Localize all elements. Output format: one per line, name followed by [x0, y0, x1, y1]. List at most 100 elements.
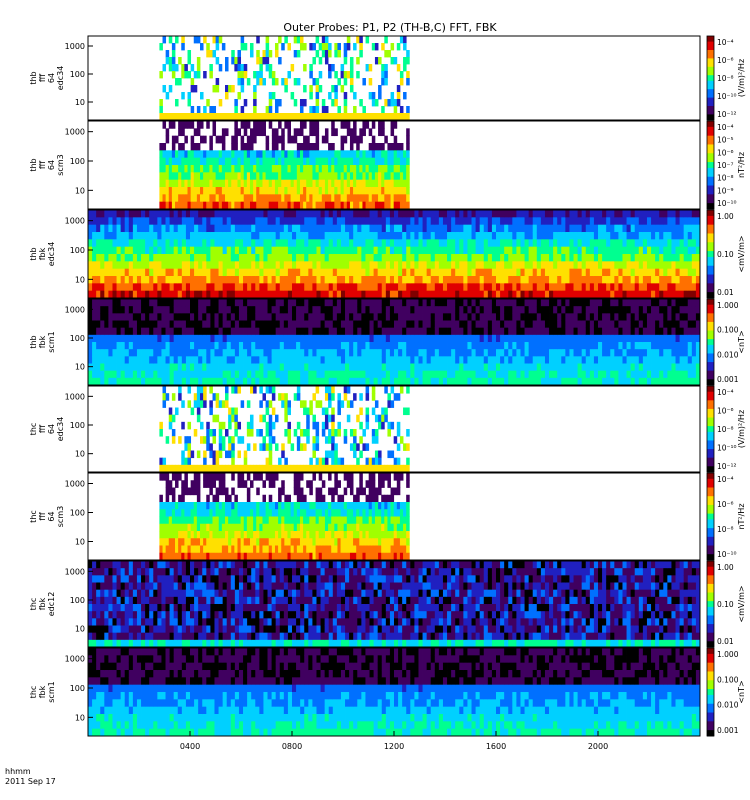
- spectrogram-cell: [491, 299, 497, 307]
- spectrogram-cell: [193, 172, 198, 181]
- spectrogram-cell: [173, 290, 179, 299]
- spectrogram-cell: [532, 283, 538, 292]
- spectrogram-cell: [345, 342, 350, 350]
- spectrogram-cell: [157, 363, 162, 372]
- spectrogram-cell: [553, 232, 558, 240]
- spectrogram-cell: [251, 370, 256, 379]
- spectrogram-cell: [96, 320, 101, 329]
- spectrogram-cell: [169, 327, 175, 336]
- spectrogram-cell: [316, 356, 321, 364]
- spectrogram-cell: [675, 232, 680, 240]
- spectrogram-cell: [268, 99, 273, 107]
- spectrogram-cell: [328, 50, 332, 58]
- spectrogram-cell: [655, 268, 660, 277]
- spectrogram-cell: [679, 254, 685, 262]
- spectrogram-cell: [577, 268, 583, 277]
- spectrogram-cell: [362, 179, 366, 188]
- spectrogram-cell: [646, 363, 652, 372]
- spectrogram-cell: [178, 143, 182, 151]
- colorbar-step: [707, 182, 714, 187]
- spectrogram-cell: [256, 165, 260, 173]
- spectrogram-cell: [100, 261, 105, 270]
- spectrogram-cell: [491, 246, 497, 255]
- spectrogram-cell: [532, 363, 538, 372]
- spectrogram-cell: [630, 210, 636, 218]
- spectrogram-cell: [679, 290, 685, 299]
- spectrogram-cell: [549, 299, 554, 307]
- spectrogram-cell: [238, 232, 244, 240]
- spectrogram-cell: [581, 290, 587, 299]
- spectrogram-cell: [198, 306, 203, 314]
- spectrogram-cell: [422, 356, 428, 364]
- spectrogram-cell: [267, 210, 272, 218]
- spectrogram-cell: [263, 217, 268, 226]
- spectrogram-cell: [337, 187, 341, 195]
- spectrogram-cell: [96, 217, 101, 226]
- spectrogram-cell: [373, 239, 379, 248]
- spectrogram-cell: [487, 246, 493, 255]
- spectrogram-cell: [171, 57, 176, 65]
- spectrogram-cell: [263, 377, 268, 386]
- spectrogram-cell: [262, 165, 266, 173]
- spectrogram-cell: [104, 363, 109, 372]
- spectrogram-cell: [88, 283, 93, 292]
- spectrogram-cell: [528, 363, 534, 372]
- spectrogram-cell: [185, 261, 191, 270]
- spectrogram-cell: [331, 187, 335, 195]
- spectrogram-cell: [173, 261, 179, 270]
- spectrogram-cell: [508, 232, 513, 240]
- spectrogram-cell: [185, 246, 191, 255]
- spectrogram-cell: [243, 313, 248, 321]
- spectrogram-cell: [671, 334, 676, 343]
- colorbar-step: [707, 277, 714, 281]
- spectrogram-cell: [120, 313, 126, 321]
- spectrogram-cell: [184, 121, 188, 129]
- spectrogram-cell: [287, 194, 291, 203]
- spectrogram-cell: [149, 261, 154, 270]
- spectrogram-cell: [630, 327, 636, 336]
- spectrogram-cell: [136, 239, 142, 248]
- spectrogram-cell: [306, 143, 310, 151]
- spectrogram-cell: [214, 377, 219, 386]
- spectrogram-cell: [165, 254, 170, 262]
- spectrogram-cell: [279, 334, 285, 343]
- spectrogram-cell: [228, 113, 232, 121]
- spectrogram-cell: [667, 342, 672, 350]
- spectrogram-cell: [691, 306, 697, 314]
- spectrogram-cell: [222, 246, 228, 255]
- spectrogram-cell: [626, 306, 632, 314]
- spectrogram-image: [88, 210, 701, 299]
- spectrogram-cell: [230, 224, 236, 233]
- spectrogram-cell: [108, 327, 113, 336]
- spectrogram-cell: [128, 224, 134, 233]
- spectrogram-cell: [434, 276, 440, 284]
- spectrogram-cell: [187, 121, 192, 129]
- spectrogram-cell: [520, 313, 525, 321]
- spectrogram-cell: [406, 334, 411, 343]
- colorbar-step: [707, 185, 714, 189]
- spectrogram-cell: [569, 306, 574, 314]
- spectrogram-cell: [128, 370, 134, 379]
- spectrogram-cell: [618, 327, 623, 336]
- spectrogram-cell: [426, 217, 432, 226]
- spectrogram-cell: [284, 187, 288, 195]
- colorbar-unit: <mV/m>: [737, 235, 746, 272]
- spectrogram-cell: [328, 239, 334, 248]
- spectrogram-cell: [438, 217, 444, 226]
- spectrogram-cell: [403, 113, 407, 121]
- spectrogram-cell: [177, 276, 183, 284]
- spectrogram-cell: [695, 210, 701, 218]
- spectrogram-cell: [475, 313, 481, 321]
- colorbar-step: [707, 342, 714, 346]
- spectrogram-cell: [218, 299, 224, 307]
- spectrogram-cell: [318, 201, 323, 210]
- spectrogram-cell: [463, 349, 468, 357]
- spectrogram-cell: [275, 210, 281, 218]
- spectrogram-cell: [251, 210, 256, 218]
- spectrogram-cell: [215, 201, 220, 210]
- spectrogram-cell: [536, 377, 542, 386]
- spectrogram-cell: [292, 356, 297, 364]
- spectrogram-cell: [177, 239, 183, 248]
- spectrogram-cell: [209, 157, 213, 166]
- spectrogram-cell: [162, 201, 167, 210]
